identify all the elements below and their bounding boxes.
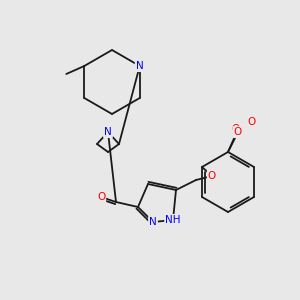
Text: O: O bbox=[248, 117, 256, 127]
Text: O: O bbox=[234, 127, 242, 137]
Text: NH: NH bbox=[165, 215, 181, 225]
Text: O: O bbox=[208, 171, 216, 181]
Text: N: N bbox=[149, 217, 157, 227]
Text: O: O bbox=[232, 124, 240, 134]
Text: O: O bbox=[97, 192, 105, 202]
Text: N: N bbox=[136, 61, 144, 71]
Text: N: N bbox=[104, 127, 112, 137]
